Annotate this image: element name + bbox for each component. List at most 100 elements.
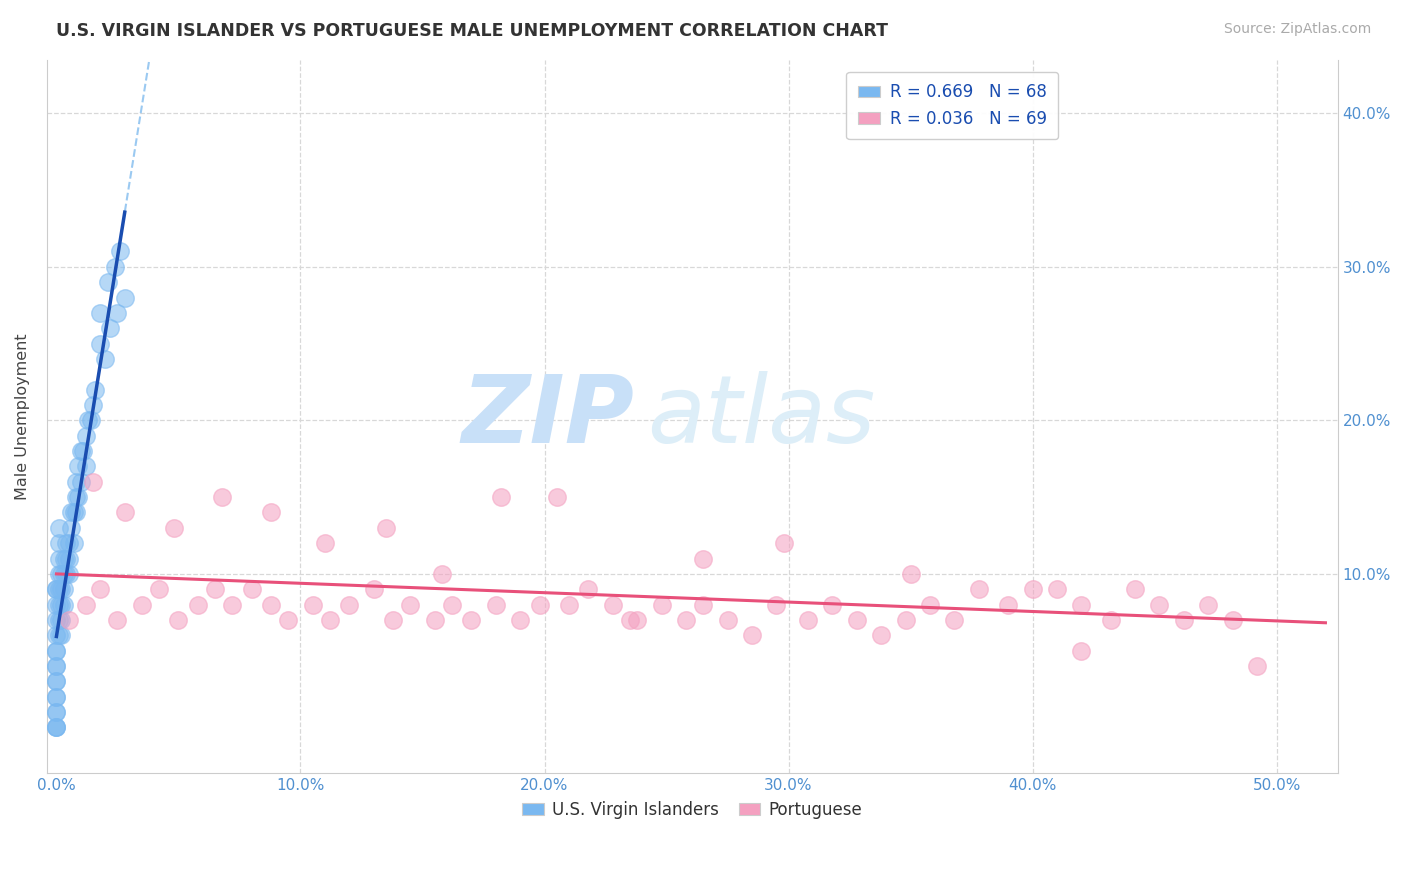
Point	[65, 506, 87, 520]
Point	[45, 690, 67, 704]
Point	[114, 291, 136, 305]
Point	[797, 613, 820, 627]
Point	[48, 598, 70, 612]
Point	[58, 551, 80, 566]
Point	[45, 720, 67, 734]
Point	[51, 613, 73, 627]
Text: Source: ZipAtlas.com: Source: ZipAtlas.com	[1223, 22, 1371, 37]
Point	[45, 628, 67, 642]
Point	[89, 336, 111, 351]
Point	[626, 613, 648, 627]
Point	[509, 613, 531, 627]
Point	[675, 613, 697, 627]
Point	[382, 613, 405, 627]
Point	[51, 566, 73, 581]
Point	[45, 643, 67, 657]
Point	[107, 613, 129, 627]
Point	[399, 598, 422, 612]
Point	[187, 598, 209, 612]
Point	[67, 459, 90, 474]
Point	[72, 444, 94, 458]
Point	[107, 306, 129, 320]
Legend: U.S. Virgin Islanders, Portuguese: U.S. Virgin Islanders, Portuguese	[515, 795, 869, 826]
Point	[104, 260, 127, 274]
Point	[440, 598, 463, 612]
Point	[62, 506, 84, 520]
Point	[602, 598, 624, 612]
Point	[1046, 582, 1069, 597]
Point	[75, 459, 97, 474]
Point	[48, 613, 70, 627]
Point	[45, 720, 67, 734]
Point	[45, 720, 67, 734]
Point	[1197, 598, 1219, 612]
Point	[277, 613, 299, 627]
Point	[423, 613, 446, 627]
Point	[430, 566, 453, 581]
Point	[89, 306, 111, 320]
Point	[894, 613, 917, 627]
Point	[967, 582, 990, 597]
Point	[162, 521, 184, 535]
Point	[77, 413, 100, 427]
Point	[55, 551, 77, 566]
Point	[211, 490, 233, 504]
Point	[845, 613, 868, 627]
Point	[870, 628, 893, 642]
Point	[558, 598, 581, 612]
Point	[60, 521, 83, 535]
Point	[1222, 613, 1244, 627]
Point	[45, 659, 67, 673]
Point	[114, 506, 136, 520]
Point	[51, 598, 73, 612]
Point	[67, 490, 90, 504]
Point	[489, 490, 512, 504]
Point	[48, 582, 70, 597]
Point	[529, 598, 551, 612]
Point	[82, 398, 104, 412]
Y-axis label: Male Unemployment: Male Unemployment	[15, 334, 30, 500]
Point	[692, 598, 714, 612]
Point	[1123, 582, 1146, 597]
Point	[52, 598, 75, 612]
Point	[167, 613, 190, 627]
Point	[765, 598, 787, 612]
Point	[221, 598, 243, 612]
Point	[692, 551, 714, 566]
Point	[65, 490, 87, 504]
Point	[51, 628, 73, 642]
Text: ZIP: ZIP	[461, 370, 634, 463]
Point	[108, 244, 131, 259]
Point	[45, 659, 67, 673]
Point	[1149, 598, 1171, 612]
Point	[301, 598, 323, 612]
Point	[1070, 643, 1092, 657]
Point	[58, 536, 80, 550]
Point	[45, 705, 67, 719]
Point	[89, 582, 111, 597]
Point	[98, 321, 121, 335]
Point	[58, 613, 80, 627]
Point	[45, 674, 67, 689]
Point	[741, 628, 763, 642]
Point	[260, 598, 283, 612]
Point	[48, 536, 70, 550]
Point	[148, 582, 170, 597]
Point	[651, 598, 673, 612]
Point	[578, 582, 600, 597]
Point	[55, 566, 77, 581]
Point	[94, 351, 117, 366]
Point	[97, 275, 120, 289]
Point	[84, 383, 107, 397]
Point	[1246, 659, 1268, 673]
Point	[943, 613, 966, 627]
Point	[900, 566, 922, 581]
Point	[48, 521, 70, 535]
Point	[48, 551, 70, 566]
Point	[716, 613, 738, 627]
Point	[82, 475, 104, 489]
Point	[337, 598, 360, 612]
Point	[45, 674, 67, 689]
Point	[69, 475, 91, 489]
Point	[55, 536, 77, 550]
